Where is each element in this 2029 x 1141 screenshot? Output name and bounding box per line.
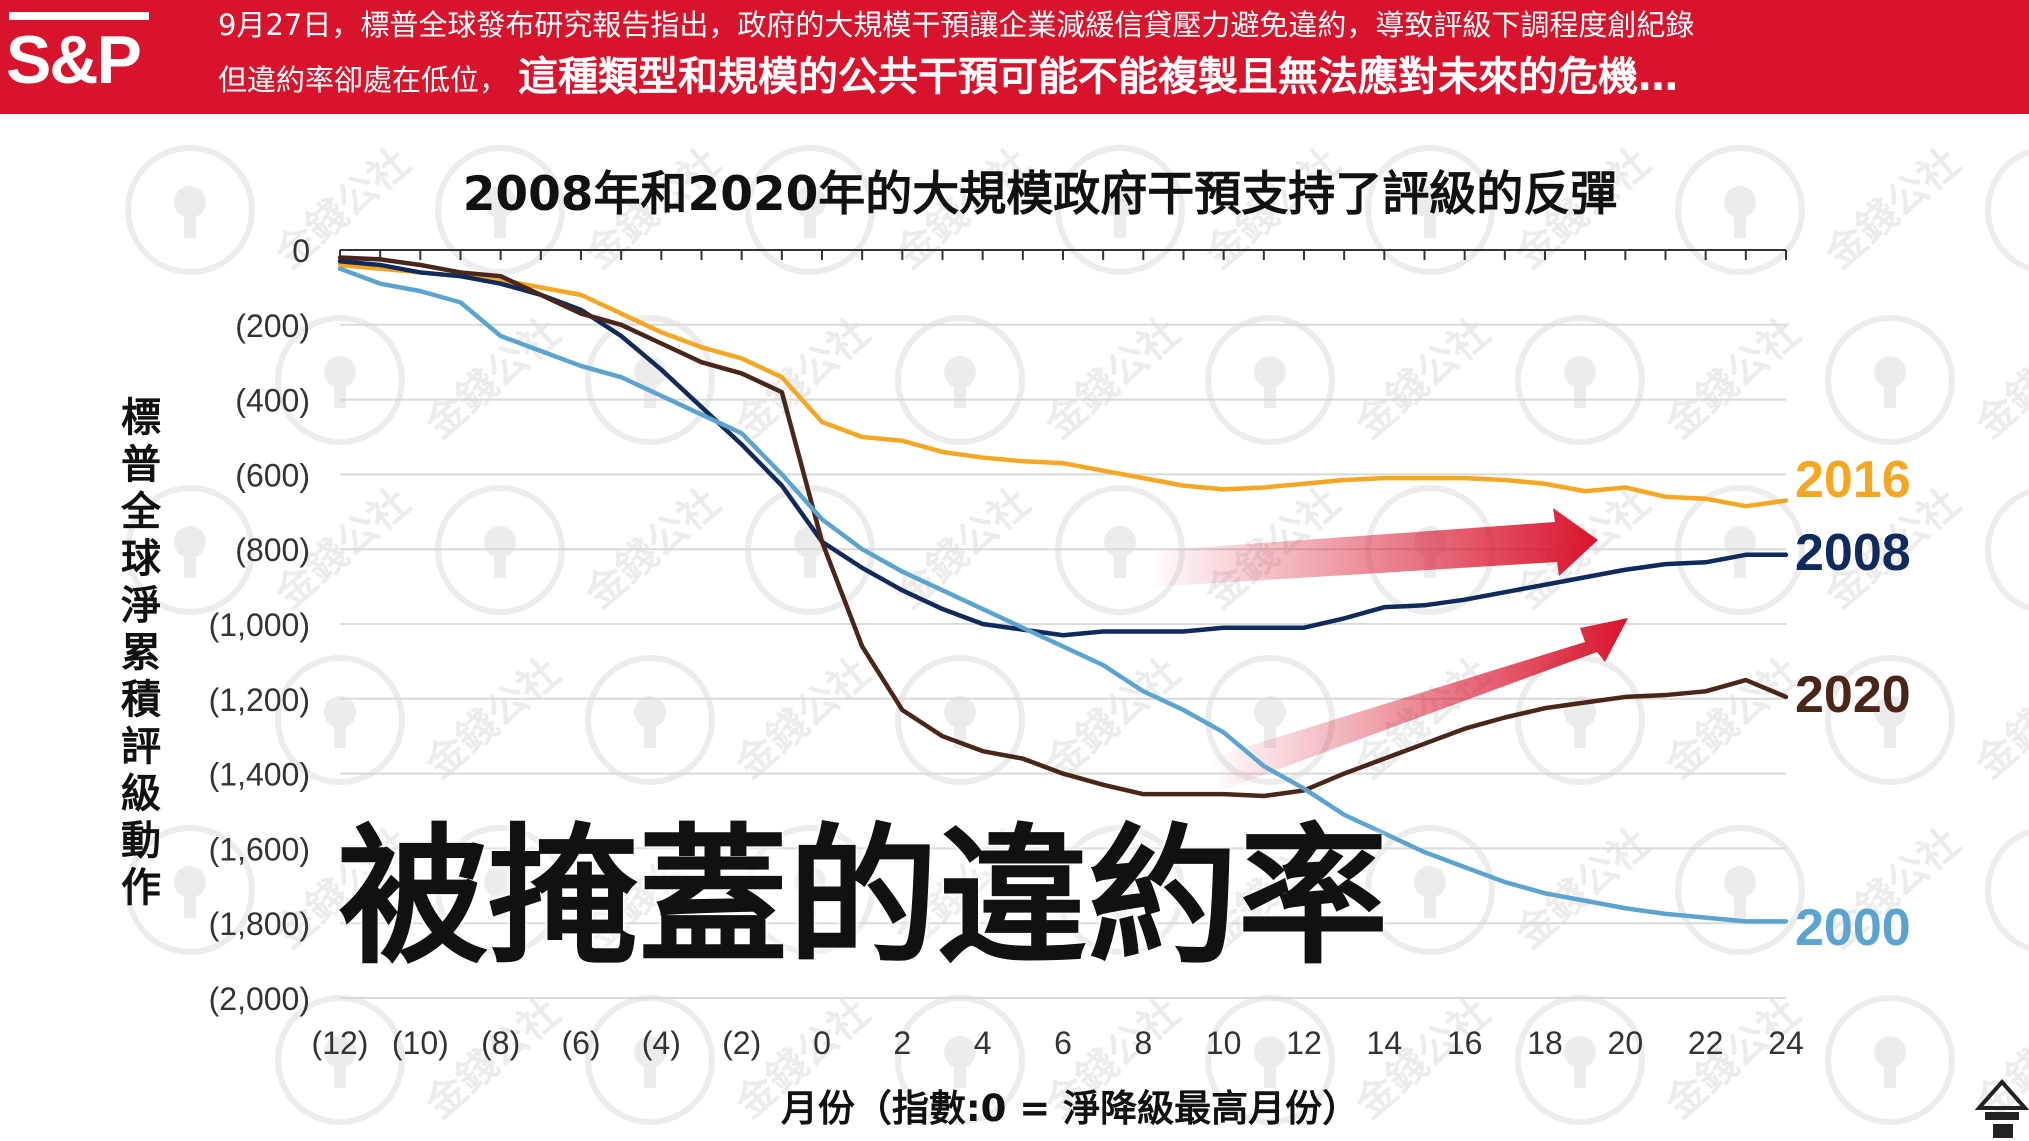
- y-tick-label: (1,000): [209, 607, 310, 643]
- y-tick-label: (600): [235, 457, 310, 493]
- series-label-2020: 2020: [1795, 666, 1911, 724]
- x-tick-label: (12): [312, 1025, 369, 1061]
- trend-arrow-2020: [1210, 618, 1628, 790]
- corner-logo: [1975, 1078, 2029, 1138]
- x-tick-label: 14: [1367, 1025, 1403, 1061]
- x-tick-label: 6: [1054, 1025, 1072, 1061]
- arrow-layer: [1150, 508, 1628, 790]
- y-tick-label: (400): [235, 383, 310, 419]
- y-axis-label: 標普全球淨累積評級動作: [121, 395, 161, 911]
- x-tick-label: 4: [974, 1025, 992, 1061]
- svg-text:金錢公社: 金錢公社: [1036, 310, 1189, 449]
- x-tick-label: 18: [1527, 1025, 1563, 1061]
- svg-text:金錢公社: 金錢公社: [1966, 650, 2029, 789]
- watermark: 金錢公社: [1515, 310, 1809, 449]
- watermark: 金錢公社: [1985, 488, 2029, 612]
- x-tick-label: (8): [481, 1025, 520, 1061]
- x-tick-label: 8: [1134, 1025, 1152, 1061]
- x-tick-label: 16: [1447, 1025, 1483, 1061]
- y-axis: 0 (200) (400) (600) (800) (1,000) (1,200) (1,40…: [209, 233, 310, 1017]
- x-tick-label: 24: [1768, 1025, 1804, 1061]
- headline-emphasis: 這種類型和規模的公共干預可能不能複製且無法應對未來的危機…: [518, 54, 1679, 100]
- logo-bar: [9, 12, 149, 20]
- watermark: 金錢公社: [1985, 828, 2029, 952]
- watermark: 金錢公社: [275, 650, 569, 789]
- x-tick-label: 12: [1286, 1025, 1322, 1061]
- trend-arrow-2008: [1150, 508, 1598, 587]
- x-tick-label: (2): [722, 1025, 761, 1061]
- overlay-caption: 被掩蓋的違約率: [338, 809, 1389, 985]
- x-axis-label: 月份（指數:0 = 淨降級最高月份）: [780, 1087, 1360, 1130]
- series-line-2008: [337, 258, 1789, 638]
- headline-lead: 但違約率卻處在低位，: [218, 63, 509, 97]
- x-axis: (12) (10) (8) (6) (4) (2) 0 2 4 6 8 10 12 14 16 18 20 22 2…: [312, 249, 1804, 1061]
- y-tick-label: 0: [292, 233, 310, 269]
- x-tick-label: 20: [1608, 1025, 1644, 1061]
- watermark: 金錢公社: [895, 310, 1189, 449]
- svg-text:金錢公社: 金錢公社: [416, 650, 569, 789]
- watermark: 金錢公社: [585, 650, 879, 789]
- x-tick-label: 22: [1688, 1025, 1724, 1061]
- series-layer: [337, 255, 1789, 924]
- series-label-2016: 2016: [1795, 451, 1911, 509]
- series-line-2016: [337, 262, 1789, 509]
- sp-logo: S&P: [6, 22, 142, 98]
- series-label-2000: 2000: [1795, 899, 1911, 957]
- y-tick-label: (1,200): [209, 682, 310, 718]
- x-tick-label: (6): [561, 1025, 600, 1061]
- series-line-2000: [337, 266, 1789, 924]
- svg-text:金錢公社: 金錢公社: [1656, 650, 1809, 789]
- series-label-2008: 2008: [1795, 524, 1911, 582]
- y-tick-label: (1,800): [209, 906, 310, 942]
- watermark: 金錢公社: [1365, 820, 1659, 958]
- y-tick-label: (200): [235, 308, 310, 344]
- top-banner: S&P 9月27日，標普全球發布研究報告指出，政府的大規模干預讓企業減緩信貸壓力…: [0, 0, 2029, 114]
- x-tick-label: (10): [392, 1025, 449, 1061]
- x-tick-label: (4): [642, 1025, 681, 1061]
- x-tick-label: 10: [1206, 1025, 1242, 1061]
- svg-text:金錢公社: 金錢公社: [1966, 310, 2029, 449]
- svg-text:金錢公社: 金錢公社: [1346, 310, 1499, 449]
- watermark: 金錢公社: [275, 310, 569, 448]
- headline-line-2: 但違約率卻處在低位， 這種類型和規模的公共干預可能不能複製且無法應對未來的危機…: [218, 50, 1678, 104]
- y-tick-label: (2,000): [209, 981, 310, 1017]
- x-tick-label: 0: [813, 1025, 831, 1061]
- y-tick-label: (800): [235, 532, 310, 568]
- series-line-2020: [337, 255, 1789, 799]
- svg-text:金錢公社: 金錢公社: [726, 650, 879, 789]
- y-tick-label: (1,400): [209, 757, 310, 793]
- y-tick-label: (1,600): [209, 831, 310, 867]
- chart-title: 2008年和2020年的大規模政府干預支持了評級的反彈: [462, 167, 1618, 222]
- series-labels: 2016 2008 2020 2000: [1795, 451, 1911, 957]
- watermark: 金錢公社: [1515, 650, 1809, 789]
- watermark: 金錢公社: [1985, 148, 2029, 272]
- svg-text:金錢公社: 金錢公社: [1656, 310, 1809, 449]
- x-tick-label: 2: [893, 1025, 911, 1061]
- watermark: 金錢公社: [1205, 310, 1499, 449]
- headline-line-1: 9月27日，標普全球發布研究報告指出，政府的大規模干預讓企業減緩信貸壓力避免違約…: [218, 8, 1695, 42]
- watermark: 金錢公社: [1825, 310, 2029, 449]
